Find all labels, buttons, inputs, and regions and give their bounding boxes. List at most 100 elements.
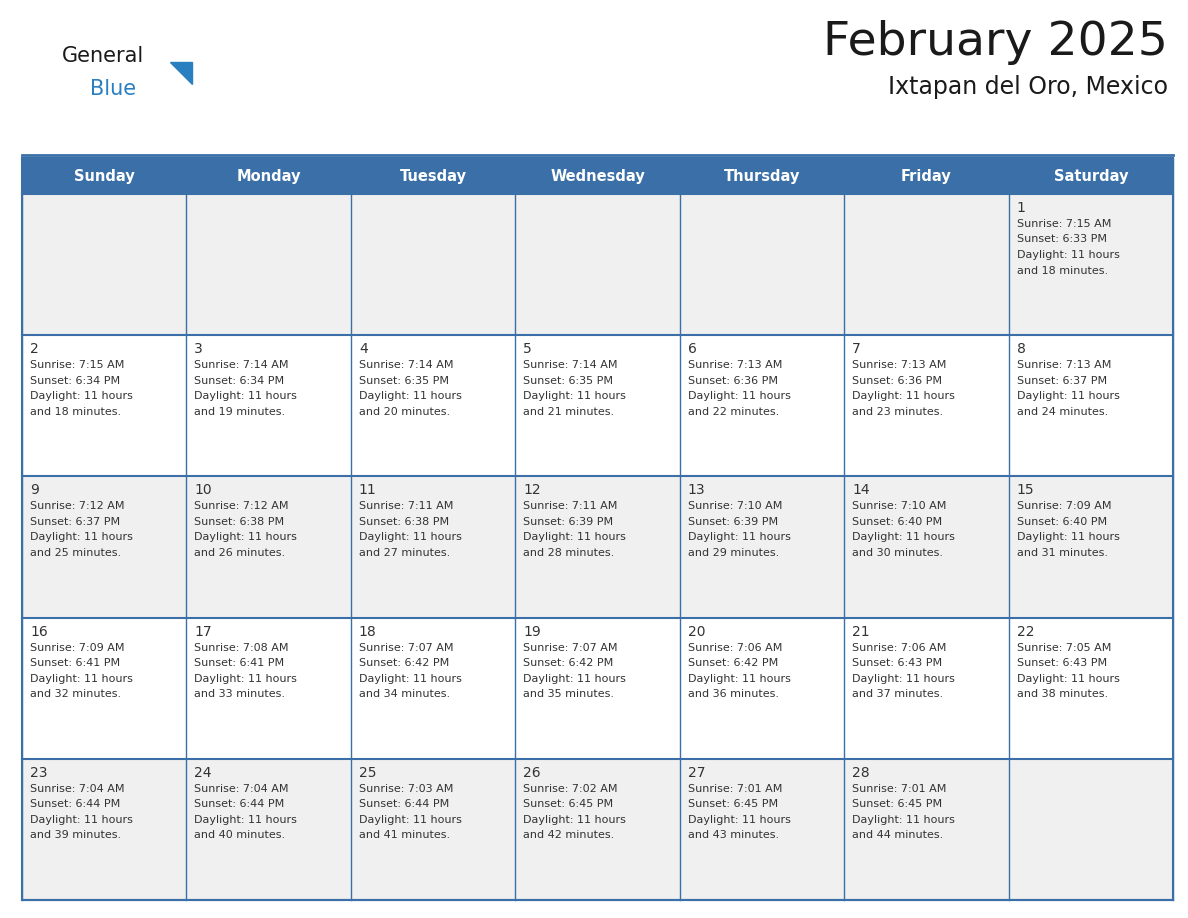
Text: Sunrise: 7:14 AM: Sunrise: 7:14 AM [523, 360, 618, 370]
Text: Sunset: 6:36 PM: Sunset: 6:36 PM [688, 375, 778, 386]
Text: Sunset: 6:33 PM: Sunset: 6:33 PM [1017, 234, 1106, 244]
Text: 22: 22 [1017, 624, 1034, 639]
Text: and 26 minutes.: and 26 minutes. [195, 548, 285, 558]
Text: 27: 27 [688, 766, 706, 779]
Text: and 42 minutes.: and 42 minutes. [523, 830, 614, 840]
Text: and 36 minutes.: and 36 minutes. [688, 689, 778, 700]
Text: Sunset: 6:34 PM: Sunset: 6:34 PM [195, 375, 285, 386]
Text: Daylight: 11 hours: Daylight: 11 hours [688, 815, 790, 824]
Text: Sunrise: 7:15 AM: Sunrise: 7:15 AM [1017, 219, 1111, 229]
Text: and 44 minutes.: and 44 minutes. [852, 830, 943, 840]
Text: Sunrise: 7:15 AM: Sunrise: 7:15 AM [30, 360, 125, 370]
Text: 1: 1 [1017, 201, 1025, 215]
Text: Friday: Friday [901, 169, 952, 184]
Text: 19: 19 [523, 624, 541, 639]
Text: Sunrise: 7:03 AM: Sunrise: 7:03 AM [359, 784, 454, 794]
Text: Sunrise: 7:06 AM: Sunrise: 7:06 AM [688, 643, 782, 653]
Text: Blue: Blue [90, 79, 137, 99]
Text: Ixtapan del Oro, Mexico: Ixtapan del Oro, Mexico [887, 75, 1168, 99]
Text: Sunset: 6:40 PM: Sunset: 6:40 PM [852, 517, 942, 527]
Text: Tuesday: Tuesday [399, 169, 467, 184]
Polygon shape [170, 62, 192, 84]
Text: and 38 minutes.: and 38 minutes. [1017, 689, 1107, 700]
Text: and 27 minutes.: and 27 minutes. [359, 548, 450, 558]
Text: Daylight: 11 hours: Daylight: 11 hours [359, 815, 462, 824]
Text: 20: 20 [688, 624, 706, 639]
Text: Sunset: 6:39 PM: Sunset: 6:39 PM [688, 517, 778, 527]
Text: Sunrise: 7:01 AM: Sunrise: 7:01 AM [852, 784, 947, 794]
Text: Daylight: 11 hours: Daylight: 11 hours [1017, 674, 1119, 684]
Text: 6: 6 [688, 342, 696, 356]
Text: 14: 14 [852, 484, 870, 498]
Text: 23: 23 [30, 766, 48, 779]
Text: Daylight: 11 hours: Daylight: 11 hours [1017, 250, 1119, 260]
Text: and 23 minutes.: and 23 minutes. [852, 407, 943, 417]
Text: 24: 24 [195, 766, 211, 779]
Text: and 29 minutes.: and 29 minutes. [688, 548, 779, 558]
Text: and 18 minutes.: and 18 minutes. [30, 407, 121, 417]
Text: Sunrise: 7:11 AM: Sunrise: 7:11 AM [523, 501, 618, 511]
Text: and 31 minutes.: and 31 minutes. [1017, 548, 1107, 558]
Text: and 35 minutes.: and 35 minutes. [523, 689, 614, 700]
Text: 12: 12 [523, 484, 541, 498]
Text: Sunrise: 7:09 AM: Sunrise: 7:09 AM [1017, 501, 1111, 511]
Bar [23, 476, 1173, 618]
Text: Daylight: 11 hours: Daylight: 11 hours [523, 815, 626, 824]
Text: Sunset: 6:38 PM: Sunset: 6:38 PM [359, 517, 449, 527]
Text: Daylight: 11 hours: Daylight: 11 hours [359, 391, 462, 401]
Text: and 21 minutes.: and 21 minutes. [523, 407, 614, 417]
Bar [23, 759, 1173, 900]
Text: Sunrise: 7:10 AM: Sunrise: 7:10 AM [852, 501, 947, 511]
Text: and 39 minutes.: and 39 minutes. [30, 830, 121, 840]
Text: Sunrise: 7:01 AM: Sunrise: 7:01 AM [688, 784, 782, 794]
Text: Sunset: 6:42 PM: Sunset: 6:42 PM [688, 658, 778, 668]
Text: Daylight: 11 hours: Daylight: 11 hours [688, 674, 790, 684]
Text: Sunset: 6:44 PM: Sunset: 6:44 PM [30, 800, 120, 810]
Text: Sunset: 6:43 PM: Sunset: 6:43 PM [1017, 658, 1107, 668]
Text: Sunset: 6:38 PM: Sunset: 6:38 PM [195, 517, 285, 527]
Text: and 20 minutes.: and 20 minutes. [359, 407, 450, 417]
Text: Daylight: 11 hours: Daylight: 11 hours [523, 674, 626, 684]
Text: Sunrise: 7:06 AM: Sunrise: 7:06 AM [852, 643, 947, 653]
Text: Daylight: 11 hours: Daylight: 11 hours [195, 532, 297, 543]
Text: Sunset: 6:39 PM: Sunset: 6:39 PM [523, 517, 613, 527]
Text: Sunset: 6:34 PM: Sunset: 6:34 PM [30, 375, 120, 386]
Text: Sunset: 6:37 PM: Sunset: 6:37 PM [1017, 375, 1107, 386]
Text: and 43 minutes.: and 43 minutes. [688, 830, 779, 840]
Text: Daylight: 11 hours: Daylight: 11 hours [30, 391, 133, 401]
Text: Sunset: 6:43 PM: Sunset: 6:43 PM [852, 658, 942, 668]
Text: and 28 minutes.: and 28 minutes. [523, 548, 614, 558]
Text: Sunset: 6:44 PM: Sunset: 6:44 PM [359, 800, 449, 810]
Text: Sunset: 6:36 PM: Sunset: 6:36 PM [852, 375, 942, 386]
Text: Sunrise: 7:14 AM: Sunrise: 7:14 AM [195, 360, 289, 370]
Text: and 41 minutes.: and 41 minutes. [359, 830, 450, 840]
Text: Sunrise: 7:02 AM: Sunrise: 7:02 AM [523, 784, 618, 794]
Text: February 2025: February 2025 [823, 20, 1168, 65]
Text: 5: 5 [523, 342, 532, 356]
Text: Daylight: 11 hours: Daylight: 11 hours [852, 674, 955, 684]
Text: Daylight: 11 hours: Daylight: 11 hours [30, 532, 133, 543]
Text: Daylight: 11 hours: Daylight: 11 hours [852, 815, 955, 824]
Text: Sunrise: 7:12 AM: Sunrise: 7:12 AM [30, 501, 125, 511]
Text: and 34 minutes.: and 34 minutes. [359, 689, 450, 700]
Text: Daylight: 11 hours: Daylight: 11 hours [195, 391, 297, 401]
Text: Sunset: 6:37 PM: Sunset: 6:37 PM [30, 517, 120, 527]
Bar [23, 158, 1173, 194]
Bar [23, 158, 1173, 900]
Text: 25: 25 [359, 766, 377, 779]
Text: Sunrise: 7:13 AM: Sunrise: 7:13 AM [852, 360, 947, 370]
Text: Daylight: 11 hours: Daylight: 11 hours [688, 532, 790, 543]
Text: Sunrise: 7:13 AM: Sunrise: 7:13 AM [1017, 360, 1111, 370]
Text: 4: 4 [359, 342, 367, 356]
Text: and 40 minutes.: and 40 minutes. [195, 830, 285, 840]
Text: General: General [62, 46, 144, 66]
Text: Daylight: 11 hours: Daylight: 11 hours [852, 532, 955, 543]
Text: 11: 11 [359, 484, 377, 498]
Text: Sunrise: 7:08 AM: Sunrise: 7:08 AM [195, 643, 289, 653]
Text: Sunrise: 7:04 AM: Sunrise: 7:04 AM [195, 784, 289, 794]
Text: Daylight: 11 hours: Daylight: 11 hours [523, 391, 626, 401]
Text: 7: 7 [852, 342, 861, 356]
Text: Sunset: 6:41 PM: Sunset: 6:41 PM [30, 658, 120, 668]
Text: Daylight: 11 hours: Daylight: 11 hours [195, 815, 297, 824]
Text: Daylight: 11 hours: Daylight: 11 hours [30, 674, 133, 684]
